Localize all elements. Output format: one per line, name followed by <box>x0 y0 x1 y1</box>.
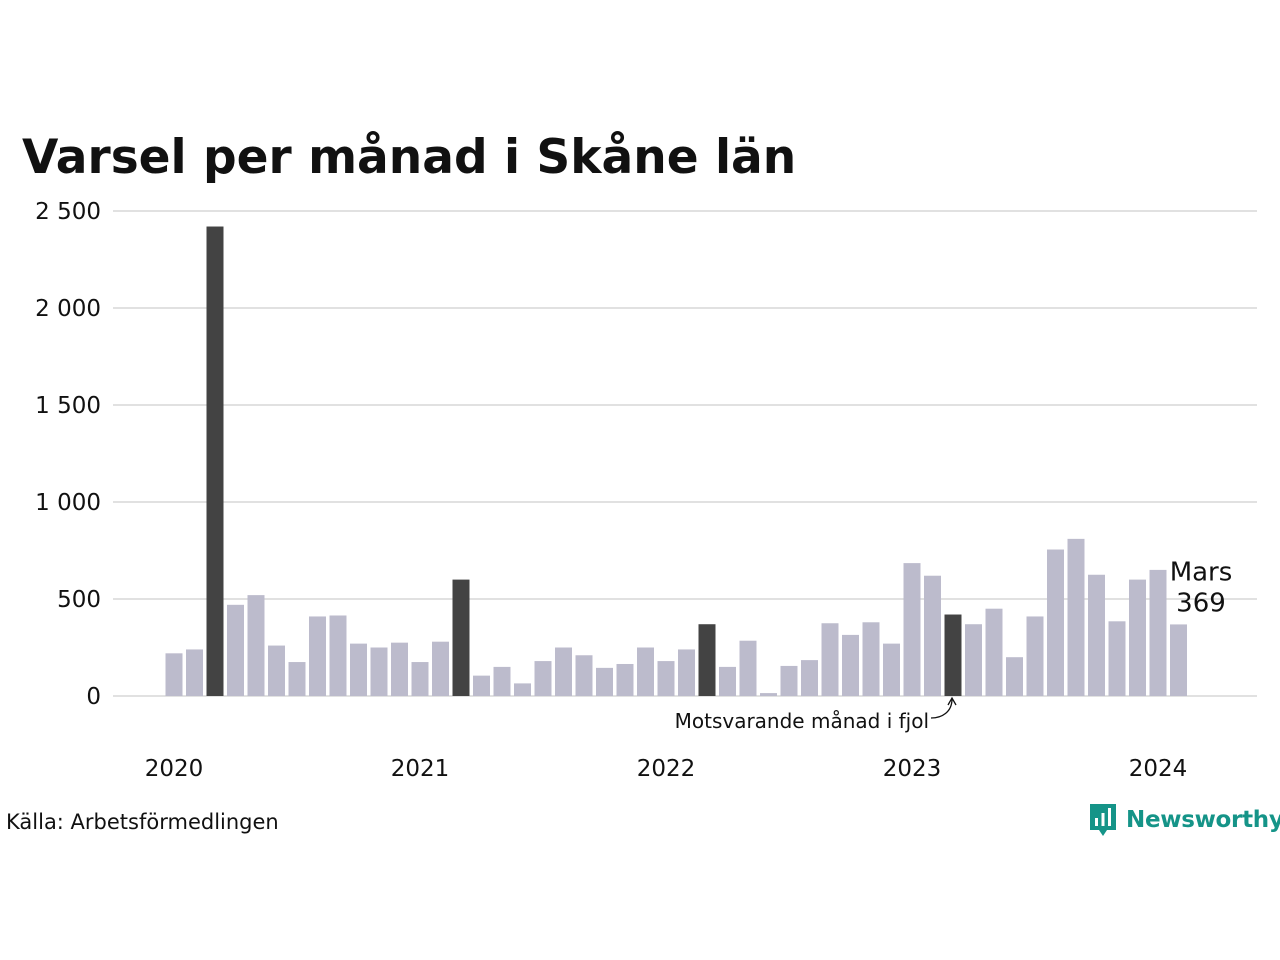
bar-2020-09 <box>329 615 347 696</box>
brand-name: Newsworthy <box>1126 807 1280 833</box>
bar-2022-12 <box>883 643 900 696</box>
bar-2021-01 <box>411 662 429 696</box>
bar-2023-05 <box>985 608 1003 696</box>
bar-2023-04 <box>965 624 982 696</box>
bar-2024-02 <box>1170 624 1187 696</box>
y-tick-label: 2 500 <box>35 199 101 225</box>
bar-2023-07 <box>1026 616 1044 696</box>
bar-2021-12 <box>637 647 654 696</box>
x-tick-label: 2020 <box>145 756 204 782</box>
bar-2023-11 <box>1108 621 1126 696</box>
bar-2022-01 <box>657 661 675 696</box>
bar-2023-12 <box>1129 579 1146 696</box>
current-month-label: Mars <box>1170 557 1233 587</box>
bar-2020-06 <box>268 645 285 696</box>
y-axis-labels: 0 500 1 000 1 500 2 000 2 500 <box>35 199 101 710</box>
bar-2021-03 <box>452 579 470 696</box>
bar-2020-11 <box>370 647 388 696</box>
x-tick-label: 2022 <box>637 756 696 782</box>
bar-2021-10 <box>596 667 613 696</box>
x-axis-labels: 2020 2021 2022 2023 2024 <box>145 756 1188 782</box>
bar-2024-01 <box>1149 569 1167 696</box>
comparison-label: Motsvarande månad i fjol <box>675 709 929 733</box>
bar-2021-09 <box>575 655 593 696</box>
bar-2020-01 <box>165 653 183 696</box>
x-tick-label: 2024 <box>1129 756 1188 782</box>
x-tick-label: 2023 <box>883 756 942 782</box>
bar-2023-08 <box>1047 549 1064 696</box>
bar-2022-09 <box>821 623 839 696</box>
bar-2021-06 <box>514 683 531 696</box>
bar-2021-02 <box>432 641 449 696</box>
bars <box>165 226 1187 696</box>
bar-2023-03 <box>944 614 962 696</box>
bar-2021-04 <box>473 675 490 696</box>
chart-title: Varsel per månad i Skåne län <box>22 130 797 185</box>
y-tick-label: 1 000 <box>35 490 101 516</box>
bar-2023-09 <box>1067 538 1085 696</box>
bar-2022-07 <box>780 665 798 696</box>
source-note: Källa: Arbetsförmedlingen <box>6 810 279 834</box>
x-tick-label: 2021 <box>391 756 450 782</box>
bar-2023-06 <box>1006 657 1023 696</box>
bar-2020-10 <box>350 643 367 696</box>
y-tick-label: 0 <box>86 684 101 710</box>
bar-2020-03 <box>206 226 224 696</box>
y-tick-label: 1 500 <box>35 393 101 419</box>
bar-2020-02 <box>186 649 203 696</box>
bar-2020-05 <box>247 595 265 696</box>
gridlines <box>113 210 1257 697</box>
newsworthy-icon <box>1090 804 1116 836</box>
bar-2022-02 <box>678 649 695 696</box>
bar-2023-10 <box>1088 574 1105 696</box>
current-value-label: 369 <box>1176 588 1226 618</box>
y-tick-label: 500 <box>57 587 101 613</box>
bar-2022-08 <box>801 660 818 696</box>
bar-2022-06 <box>760 693 777 696</box>
bar-2022-11 <box>862 622 880 696</box>
newsworthy-logo: Newsworthy <box>1088 802 1280 838</box>
y-tick-label: 2 000 <box>35 296 101 322</box>
bar-2021-11 <box>616 663 634 696</box>
bar-2021-08 <box>555 647 572 696</box>
bar-2022-05 <box>739 640 757 696</box>
comparison-arrow-line <box>930 698 953 719</box>
comparison-arrow-head <box>947 696 957 706</box>
bar-2020-07 <box>288 662 306 696</box>
bar-2020-04 <box>227 604 244 696</box>
bar-2020-08 <box>309 616 326 696</box>
bar-2021-07 <box>534 661 552 696</box>
bar-2023-02 <box>924 575 941 696</box>
bar-2021-05 <box>493 666 511 696</box>
bar-2020-12 <box>391 642 408 696</box>
bar-2022-10 <box>842 634 859 696</box>
bar-2022-04 <box>719 666 736 696</box>
bar-2023-01 <box>903 563 921 696</box>
bar-2022-03 <box>698 624 716 696</box>
